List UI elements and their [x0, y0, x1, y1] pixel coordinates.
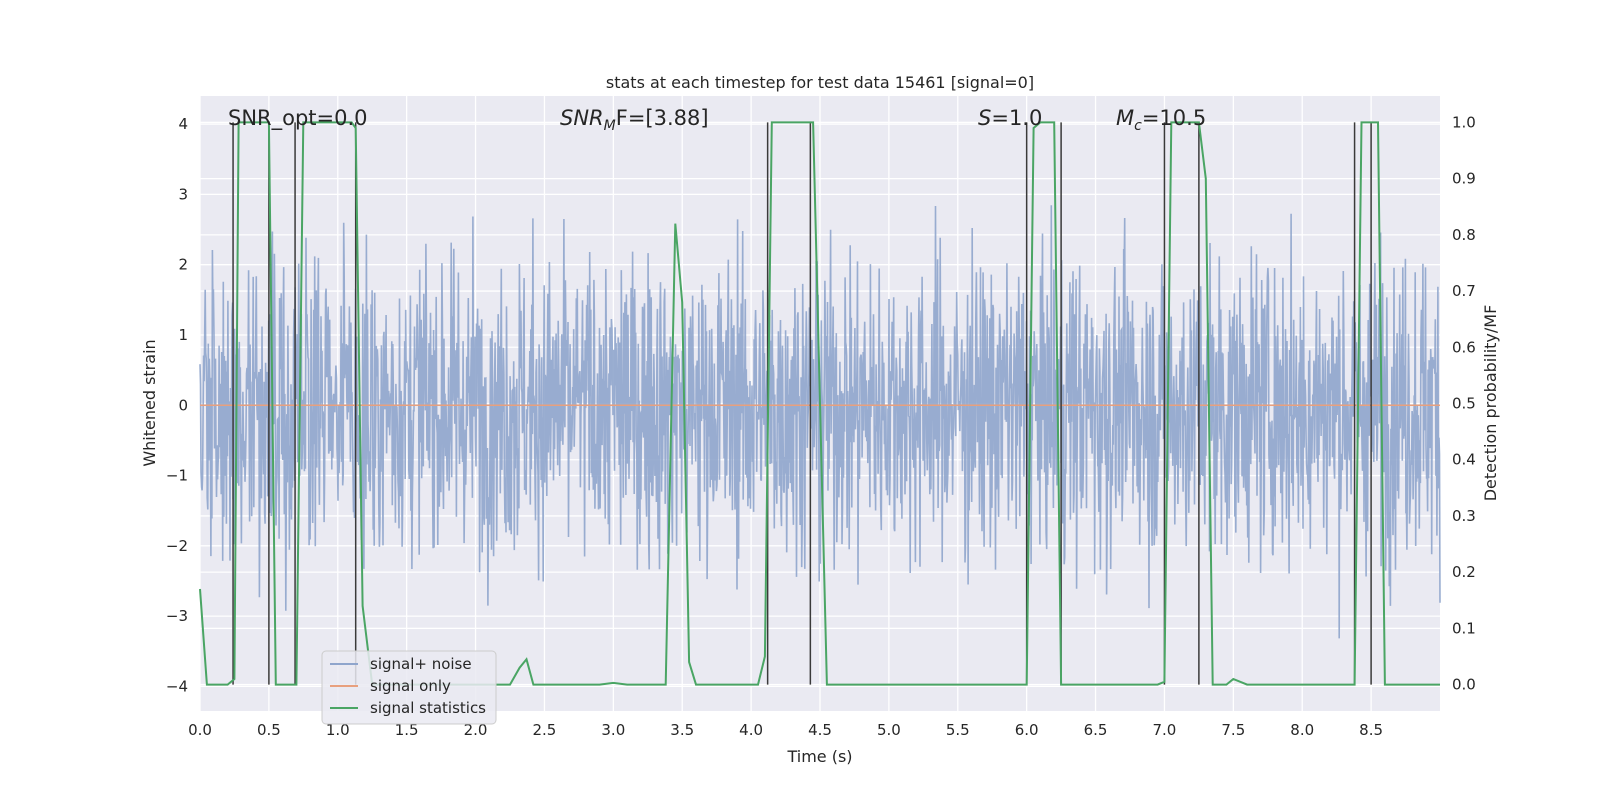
- y-axis-label: Whitened strain: [140, 339, 159, 466]
- annotation-snr-mf: SNRMF=[3.88]: [560, 106, 709, 134]
- y-tick-label: 3: [178, 185, 188, 203]
- y-tick-label: −2: [166, 537, 188, 555]
- x-tick-label: 3.5: [670, 721, 694, 739]
- x-tick-label: 6.0: [1015, 721, 1039, 739]
- annotation-snr-mf-rest: F=[3.88]: [616, 106, 709, 130]
- y-tick-label: −1: [166, 467, 188, 485]
- y2-tick-label: 0.4: [1452, 451, 1476, 469]
- y-tick-label: 1: [178, 326, 188, 344]
- legend-label-statistics: signal statistics: [370, 699, 486, 717]
- annotation-snr-opt: SNR_opt=0.0: [228, 106, 368, 131]
- x-tick-label: 5.5: [946, 721, 970, 739]
- x-tick-label: 4.5: [808, 721, 832, 739]
- y-tick-label: −4: [166, 677, 188, 695]
- legend-label-noise: signal+ noise: [370, 655, 472, 673]
- x-tick-label: 0.0: [188, 721, 212, 739]
- annotation-snr-mf-sub: M: [604, 118, 616, 134]
- annotation-s-rest: =1.0: [991, 106, 1042, 130]
- noise-line: [199, 205, 1441, 639]
- y2-tick-label: 0.1: [1452, 619, 1476, 637]
- y2-tick-label: 0.8: [1452, 226, 1476, 244]
- annotation-mc-rest: =10.5: [1142, 106, 1206, 130]
- y2-tick-label: 0.3: [1452, 507, 1476, 525]
- x-tick-label: 7.5: [1221, 721, 1245, 739]
- y-tick-label: 4: [178, 115, 188, 133]
- y2-axis-ticks: 0.0 0.1 0.2 0.3 0.4 0.5 0.6 0.7 0.8 0.9 1.0: [1452, 113, 1476, 693]
- annotation-s-main: S: [978, 106, 991, 130]
- annotation-mc-main: M: [1116, 106, 1134, 130]
- y2-tick-label: 0.7: [1452, 282, 1476, 300]
- x-tick-label: 8.5: [1359, 721, 1383, 739]
- x-axis-label: Time (s): [786, 747, 852, 766]
- x-tick-label: 1.5: [395, 721, 419, 739]
- legend: signal+ noise signal only signal statist…: [321, 650, 497, 725]
- y-tick-label: −3: [166, 607, 188, 625]
- annotation-mc-sub: c: [1134, 118, 1142, 134]
- y2-tick-label: 0.9: [1452, 170, 1476, 188]
- annotation-snr-mf-main: SNR: [560, 106, 604, 130]
- x-tick-label: 5.0: [877, 721, 901, 739]
- x-axis-ticks: 0.0 0.5 1.0 1.5 2.0 2.5 3.0 3.5 4.0 4.5 5.0 5.5 6.0 6…: [188, 721, 1383, 739]
- x-tick-label: 6.5: [1084, 721, 1108, 739]
- noise-series: [199, 205, 1441, 639]
- legend-label-signal-only: signal only: [370, 677, 451, 695]
- x-tick-label: 2.0: [464, 721, 488, 739]
- y2-tick-label: 0.0: [1452, 676, 1476, 694]
- y-tick-label: 2: [178, 256, 188, 274]
- signal-statistics-series: [199, 121, 1440, 686]
- statistics-line: [199, 121, 1440, 686]
- x-tick-label: 4.0: [739, 721, 763, 739]
- x-tick-label: 3.0: [601, 721, 625, 739]
- y-tick-label: 0: [178, 396, 188, 414]
- x-tick-label: 1.0: [326, 721, 350, 739]
- x-tick-label: 0.5: [257, 721, 281, 739]
- y2-tick-label: 0.6: [1452, 338, 1476, 356]
- x-tick-label: 7.0: [1153, 721, 1177, 739]
- x-tick-label: 2.5: [533, 721, 557, 739]
- y2-tick-label: 0.5: [1452, 395, 1476, 413]
- chart-title: stats at each timestep for test data 154…: [606, 73, 1034, 92]
- y2-axis-label: Detection probability/MF: [1481, 305, 1500, 502]
- y2-tick-label: 1.0: [1452, 113, 1476, 131]
- annotation-s: S=1.0: [978, 106, 1042, 130]
- x-tick-label: 8.0: [1290, 721, 1314, 739]
- annotation-mc: Mc=10.5: [1116, 106, 1206, 134]
- y-axis-ticks: −4 −3 −2 −1 0 1 2 3 4: [166, 115, 188, 695]
- legend-box: [321, 650, 497, 725]
- y2-tick-label: 0.2: [1452, 563, 1476, 581]
